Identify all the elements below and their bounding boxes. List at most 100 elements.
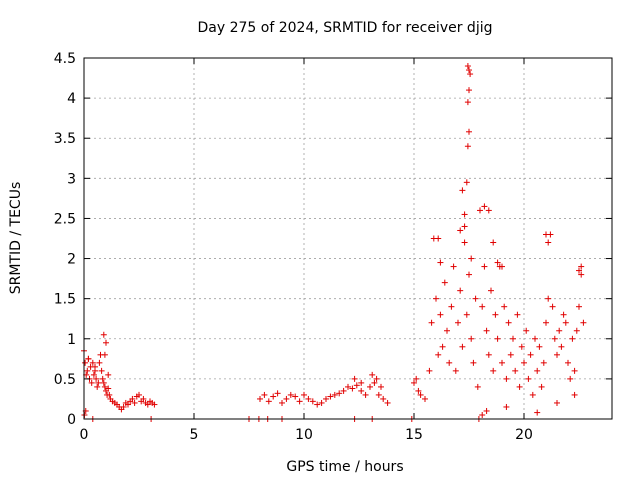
data-point	[492, 311, 499, 318]
y-tick-label: 0.5	[54, 372, 76, 388]
data-point	[125, 401, 131, 408]
data-point	[428, 319, 435, 326]
data-point	[351, 375, 358, 382]
data-point	[549, 303, 556, 310]
y-tick-label: 3.5	[54, 131, 76, 147]
data-point	[415, 387, 422, 394]
data-point	[470, 359, 477, 366]
data-point	[545, 295, 552, 302]
data-point	[516, 383, 523, 390]
data-point	[543, 231, 549, 238]
data-point	[543, 319, 549, 326]
data-point	[490, 367, 497, 374]
x-tick-label: 20	[515, 427, 533, 443]
data-point	[265, 398, 272, 405]
data-point	[450, 263, 457, 270]
data-point	[84, 367, 91, 374]
data-point	[463, 311, 470, 318]
data-point	[565, 359, 571, 366]
data-point	[305, 395, 312, 402]
data-point	[494, 259, 501, 266]
data-point	[464, 63, 471, 70]
data-point	[279, 399, 285, 406]
data-point	[461, 211, 468, 218]
data-point	[576, 303, 582, 310]
data-point	[464, 143, 471, 150]
data-point	[448, 303, 455, 310]
data-point	[485, 207, 492, 214]
x-tick-label: 5	[190, 427, 199, 443]
data-point	[144, 401, 151, 408]
data-point	[534, 367, 541, 374]
data-point	[459, 187, 466, 194]
data-point	[580, 319, 587, 326]
data-point	[426, 367, 433, 374]
data-point	[353, 382, 360, 389]
x-tick-label: 10	[295, 427, 313, 443]
data-point	[483, 327, 490, 334]
data-point	[534, 409, 541, 416]
data-point	[474, 383, 481, 390]
data-point	[479, 303, 486, 310]
data-point	[100, 331, 107, 338]
data-point	[525, 375, 532, 382]
data-point	[411, 379, 417, 386]
data-point	[503, 403, 510, 410]
data-point	[510, 335, 516, 342]
data-point	[309, 398, 316, 405]
data-point	[567, 375, 574, 382]
data-point	[578, 263, 585, 270]
data-point	[512, 367, 519, 374]
data-point	[314, 401, 321, 408]
data-point	[292, 393, 299, 400]
data-point	[468, 255, 475, 262]
data-point	[437, 311, 444, 318]
data-point	[99, 375, 106, 382]
data-point	[301, 391, 307, 398]
y-tick-label: 3	[67, 171, 76, 187]
data-point	[571, 367, 578, 374]
data-point	[257, 395, 263, 402]
data-point	[466, 87, 472, 94]
data-point	[90, 371, 97, 378]
data-point	[367, 383, 373, 390]
data-point	[455, 319, 461, 326]
data-point	[505, 319, 512, 326]
data-point	[371, 379, 378, 386]
data-point	[422, 395, 428, 402]
data-point	[140, 395, 147, 402]
data-point	[98, 367, 105, 374]
data-point	[503, 375, 510, 382]
data-point	[464, 99, 471, 106]
data-point	[375, 391, 382, 398]
data-point	[461, 223, 468, 230]
data-point	[536, 343, 543, 350]
data-point	[105, 371, 112, 378]
data-point	[499, 359, 505, 366]
y-tick-label: 2.5	[54, 211, 76, 227]
data-point	[573, 327, 580, 334]
data-point	[518, 343, 525, 350]
data-point	[437, 259, 444, 266]
data-point	[373, 375, 380, 382]
data-point	[554, 399, 560, 406]
data-point	[89, 359, 96, 366]
data-point	[466, 128, 472, 135]
data-point	[384, 399, 391, 406]
data-point	[283, 395, 290, 402]
data-point	[120, 403, 127, 410]
data-point	[92, 363, 98, 370]
data-point	[85, 355, 92, 362]
data-point	[82, 359, 89, 366]
data-point	[94, 383, 101, 390]
data-point	[101, 383, 108, 390]
data-point	[103, 339, 109, 346]
data-point	[560, 311, 567, 318]
data-point	[318, 399, 325, 406]
data-point	[466, 271, 472, 278]
data-point	[488, 287, 494, 294]
data-point	[571, 391, 578, 398]
data-point	[479, 411, 486, 418]
data-point	[380, 395, 387, 402]
data-point	[88, 379, 95, 386]
